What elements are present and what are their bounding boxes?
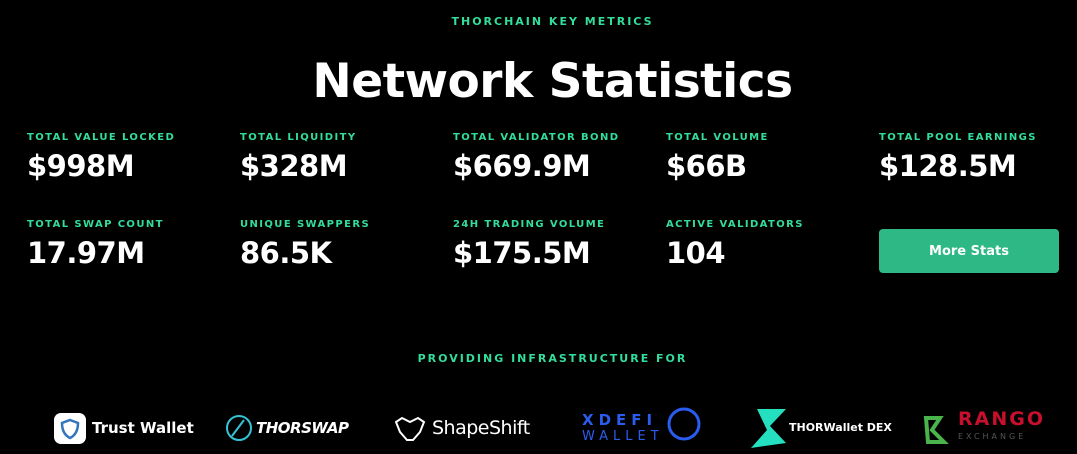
partner-logo-text[interactable]: EXCHANGE [958, 432, 1027, 441]
partner-logo-text[interactable]: Trust Wallet [92, 419, 194, 437]
stat: TOTAL VALIDATOR BOND $669.9M [453, 132, 666, 219]
stat: TOTAL LIQUIDITY $328M [240, 132, 453, 219]
trust-shield [60, 418, 80, 440]
eyebrow: THORCHAIN KEY METRICS [451, 15, 654, 28]
partner-logo-text[interactable]: WALLET [582, 429, 664, 444]
stat: TOTAL VALUE LOCKED $998M [27, 132, 240, 219]
stat-label: TOTAL POOL EARNINGS [879, 132, 1037, 143]
stats-grid: TOTAL VALUE LOCKED $998M TOTAL LIQUIDITY $3… [27, 132, 1077, 306]
xdefi-icon [667, 407, 701, 441]
more-stats-button[interactable]: More Stats [879, 229, 1059, 273]
partner-logo-text[interactable]: THORSWAP [256, 419, 349, 437]
stat: UNIQUE SWAPPERS 86.5K [240, 219, 453, 306]
partner-logos: Trust Wallet THORSWAP ShapeShift XDEFI WALLE… [0, 400, 1077, 454]
trust-icon [54, 413, 86, 444]
thorwallet-icon [751, 409, 786, 448]
partner-logo-text[interactable]: XDEFI [582, 411, 658, 429]
stat-label: TOTAL VALIDATOR BOND [453, 132, 620, 143]
stat-label: TOTAL SWAP COUNT [27, 219, 164, 230]
logo-icons [54, 407, 949, 448]
stat: TOTAL POOL EARNINGS $128.5M [879, 132, 1077, 219]
stat-label: UNIQUE SWAPPERS [240, 219, 371, 230]
stat-value: $128.5M [879, 149, 1017, 183]
stat: TOTAL VOLUME $66B [666, 132, 879, 219]
partners-eyebrow: PROVIDING INFRASTRUCTURE FOR [417, 352, 688, 365]
stat-value: $669.9M [453, 149, 591, 183]
partner-logo-text[interactable]: RANGO [958, 408, 1045, 430]
stat-value: $66B [666, 149, 747, 183]
stat-label: TOTAL VALUE LOCKED [27, 132, 176, 143]
stat: ACTIVE VALIDATORS 104 [666, 219, 879, 306]
stat-label: TOTAL VOLUME [666, 132, 769, 143]
stat-value: 104 [666, 236, 726, 270]
stat-value: 86.5K [240, 236, 332, 270]
thorswap-slash [231, 419, 245, 437]
stat-label: 24H TRADING VOLUME [453, 219, 606, 230]
thorswap-icon [226, 415, 252, 441]
stat-value: $328M [240, 149, 348, 183]
stat: 24H TRADING VOLUME $175.5M [453, 219, 666, 306]
stat: TOTAL SWAP COUNT 17.97M [27, 219, 240, 306]
partner-logo-text[interactable]: THORWallet DEX [789, 421, 892, 434]
stat-label: ACTIVE VALIDATORS [666, 219, 804, 230]
stat-label: TOTAL LIQUIDITY [240, 132, 357, 143]
partner-logo-text[interactable]: ShapeShift [432, 417, 530, 439]
rango-icon [923, 416, 949, 444]
stat-value: 17.97M [27, 236, 145, 270]
page-title: Network Statistics [312, 54, 793, 109]
stat-value: $175.5M [453, 236, 591, 270]
shapeshift-icon [394, 416, 426, 441]
stat-value: $998M [27, 149, 135, 183]
